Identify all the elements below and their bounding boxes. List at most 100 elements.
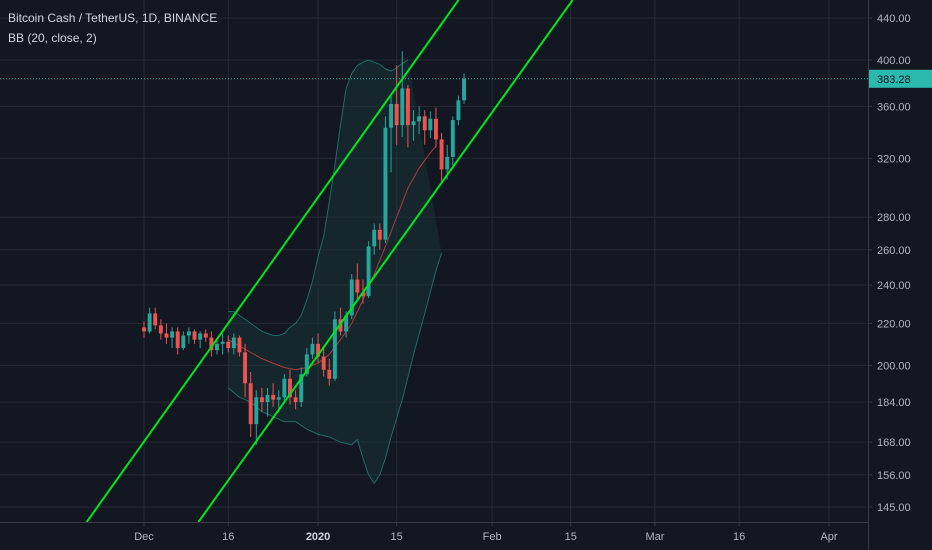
candle-body [192,331,197,340]
candle [147,307,152,334]
candle [450,116,455,166]
x-tick-label: Apr [820,531,837,543]
candle-body [175,331,180,349]
candle [316,333,321,364]
last-price-badge: 383.28 [869,69,932,88]
y-tick-label: 320.00 [877,153,911,165]
candle-body [422,116,427,131]
x-tick-label: Feb [483,531,502,543]
candle [276,390,281,412]
candle-body [383,127,388,240]
x-tick-label: Dec [134,531,154,543]
y-tick-label: 440.00 [877,13,911,25]
candle-body [254,397,259,425]
candle [282,374,287,403]
candle-body [153,313,158,326]
candle [422,110,427,145]
candle-body [394,103,399,126]
time-axis-panel [0,522,868,550]
candle [400,51,405,137]
candle-body [344,315,349,332]
candle-body [304,354,309,375]
indicator-title[interactable]: BB (20, close, 2) [8,31,97,45]
candle-body [215,343,219,351]
candle [259,387,264,412]
candle [271,383,276,407]
candle [254,390,259,445]
candle-body [226,341,231,349]
candle [158,319,163,340]
candle [434,107,438,148]
candle-body [377,229,382,240]
channel-upper-trendline [85,0,460,523]
candle-body [293,397,298,403]
candle [265,387,270,417]
last-price-label: 383.28 [877,74,911,86]
time-axis: Dec 16 2020 15 Feb 15 Mar 16 Apr [134,522,838,543]
candle-body [299,374,304,403]
candle-body [450,120,455,157]
y-tick-label: 260.00 [877,245,911,257]
y-tick-label: 200.00 [877,360,911,372]
candle [349,274,354,320]
candle [456,95,461,126]
candle-body [405,88,410,126]
candle [377,223,382,250]
candle [310,337,315,359]
y-tick-label: 156.00 [877,470,911,482]
candle-body [355,279,360,293]
candle [417,106,422,135]
candle [203,329,208,342]
candle-body [400,88,405,126]
price-axis-panel [868,0,932,550]
candle-body [158,325,163,334]
candle-body [411,121,416,126]
candle [389,94,394,173]
candle-body [142,327,146,332]
candle [428,111,433,139]
candle-body [147,313,152,332]
candle [198,331,203,349]
candle [299,367,304,407]
candle-body [248,383,253,425]
price-axis: 145.00 156.00 168.00 184.00 200.00 220.00 240.… [868,13,911,514]
candle [462,73,467,104]
candle-body [276,397,281,400]
candle [439,132,444,184]
x-tick-label: 2020 [306,531,330,543]
symbol-title[interactable]: Bitcoin Cash / TetherUS, 1D, BINANCE [8,11,218,25]
candle [355,263,360,300]
candle-body [389,103,394,128]
chart-legend: Bitcoin Cash / TetherUS, 1D, BINANCE BB … [8,8,217,48]
candle-body [321,356,326,370]
bb-upper-line [228,59,409,337]
candles [142,51,467,445]
y-tick-label: 360.00 [877,101,911,113]
candle-body [164,333,169,338]
candle [170,327,175,349]
y-tick-label: 240.00 [877,280,911,292]
candle-body [445,156,450,170]
candle [164,323,169,344]
candle [243,343,248,398]
candle-body [316,343,321,357]
candle [181,331,186,351]
y-tick-label: 184.00 [877,397,911,409]
candle [192,329,197,344]
candle-body [327,369,332,379]
bb-fill [228,59,442,484]
candle-body [259,397,264,403]
x-tick-label: 15 [565,531,577,543]
candle [209,331,214,357]
candle [231,333,236,355]
candle-body [203,333,208,338]
candle [226,335,231,353]
candle [248,371,253,437]
candle [186,327,191,344]
last-price-badge-bg [869,69,932,88]
candle [332,311,337,382]
candle-body [417,116,422,122]
candle-body [456,100,461,121]
